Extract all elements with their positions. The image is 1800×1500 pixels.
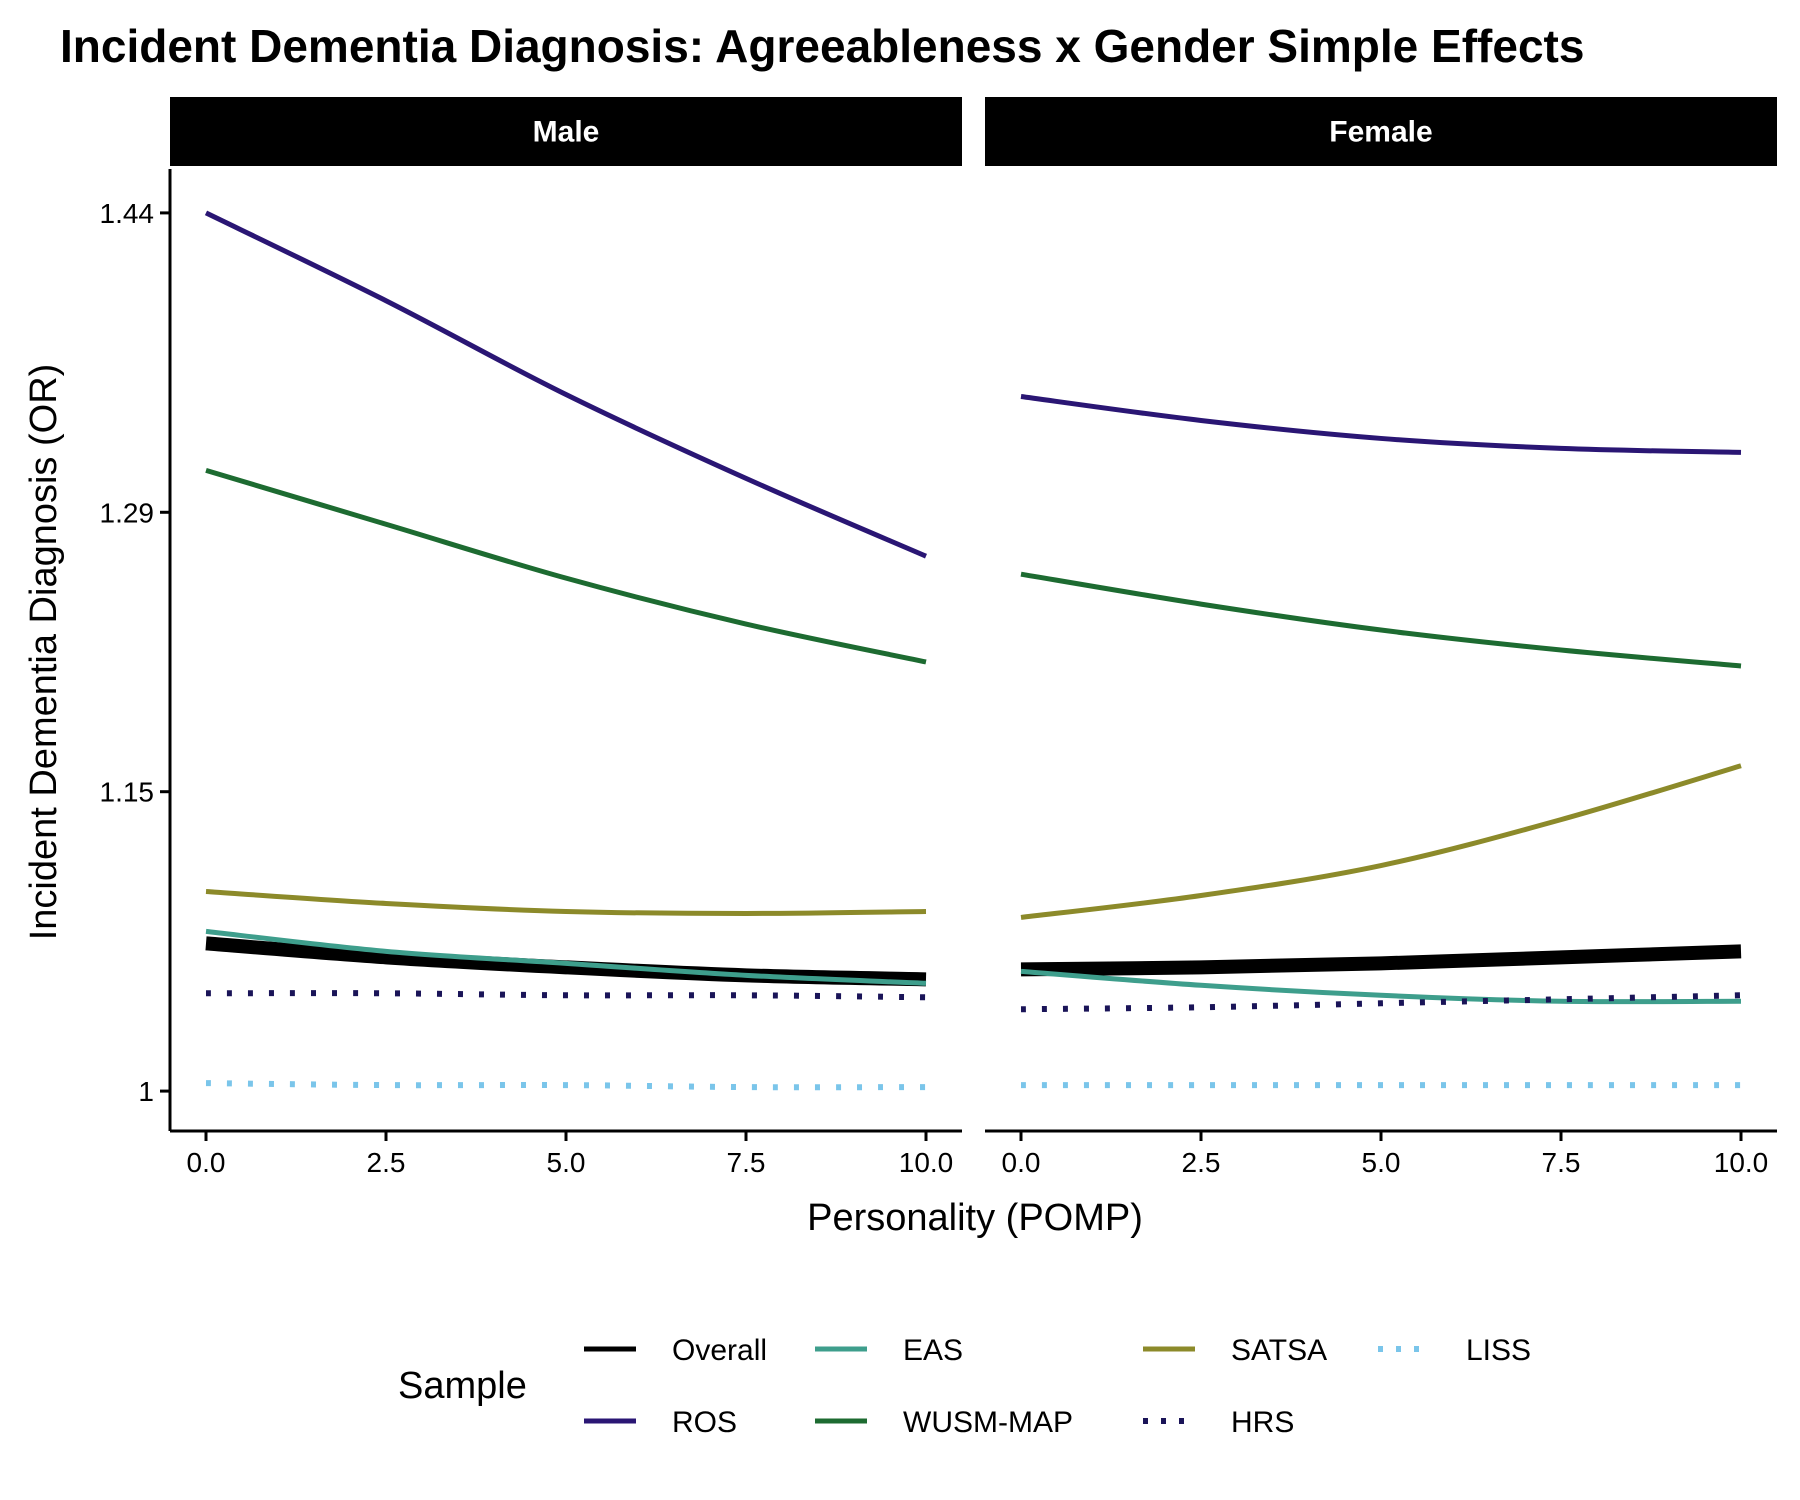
- x-tick-label-male: 2.5: [367, 1147, 406, 1178]
- series-line-hrs-female: [1020, 992, 1742, 1013]
- x-tick-label-female: 2.5: [1182, 1147, 1221, 1178]
- x-tick-label-female: 5.0: [1362, 1147, 1401, 1178]
- series-line-wusm-map-female: [1020, 571, 1742, 669]
- y-tick-label: 1.29: [100, 497, 155, 528]
- x-tick-label-male: 10.0: [899, 1147, 954, 1178]
- legend-label-overall: Overall: [672, 1334, 767, 1367]
- y-tick-label: 1.44: [100, 198, 155, 229]
- series-group-female: [1020, 394, 1742, 1089]
- x-tick-label-male: 7.5: [727, 1147, 766, 1178]
- facet-panels: Male 0.0 2.5 5.0 7.5 10.0 1 1.15 1.29 1.44 Female 0…: [100, 97, 1777, 1178]
- strip-male: [170, 97, 962, 166]
- series-line-wusm-map-male: [205, 467, 927, 665]
- x-tick-label-male: 0.0: [187, 1147, 226, 1178]
- x-tick-label-female: 7.5: [1542, 1147, 1581, 1178]
- strip-female: [985, 97, 1777, 166]
- series-line-ros-female: [1020, 394, 1742, 455]
- x-tick-label-male: 5.0: [547, 1147, 586, 1178]
- chart-title: Incident Dementia Diagnosis: Agreeablene…: [60, 20, 1584, 72]
- legend-label-hrs: HRS: [1231, 1406, 1294, 1439]
- strip-label-female: Female: [1329, 116, 1432, 149]
- legend-label-wusm-map: WUSM-MAP: [903, 1406, 1073, 1439]
- y-tick-label: 1.15: [100, 777, 155, 808]
- series-line-hrs-male: [205, 990, 927, 1001]
- series-line-satsa-male: [205, 889, 927, 916]
- y-tick-label: 1: [138, 1076, 154, 1107]
- series-group-male: [204, 210, 927, 1091]
- legend: Sample Overall EAS SATSA LISS ROS WUSM-MAP HRS: [398, 1334, 1531, 1439]
- legend-label-satsa: SATSA: [1231, 1334, 1327, 1367]
- legend-label-eas: EAS: [903, 1334, 963, 1367]
- legend-label-ros: ROS: [672, 1406, 737, 1439]
- y-axis-title: Incident Dementia Diagnosis (OR): [23, 364, 65, 941]
- series-line-ros-male: [204, 210, 927, 559]
- x-tick-label-female: 0.0: [1002, 1147, 1041, 1178]
- series-line-eas-female: [1020, 968, 1742, 1005]
- series-line-overall-female: [1020, 944, 1742, 977]
- x-axis-title: Personality (POMP): [807, 1197, 1143, 1239]
- strip-label-male: Male: [533, 116, 600, 149]
- panel-male: Male 0.0 2.5 5.0 7.5 10.0 1 1.15 1.29 1.44: [100, 97, 962, 1178]
- legend-label-liss: LISS: [1466, 1334, 1531, 1367]
- series-line-liss-male: [205, 1080, 927, 1091]
- legend-title: Sample: [398, 1365, 527, 1407]
- series-line-eas-male: [205, 928, 927, 986]
- panel-female: Female 0.0 2.5 5.0 7.5 10.0: [985, 97, 1777, 1178]
- x-tick-label-female: 10.0: [1714, 1147, 1769, 1178]
- series-line-satsa-female: [1020, 763, 1742, 920]
